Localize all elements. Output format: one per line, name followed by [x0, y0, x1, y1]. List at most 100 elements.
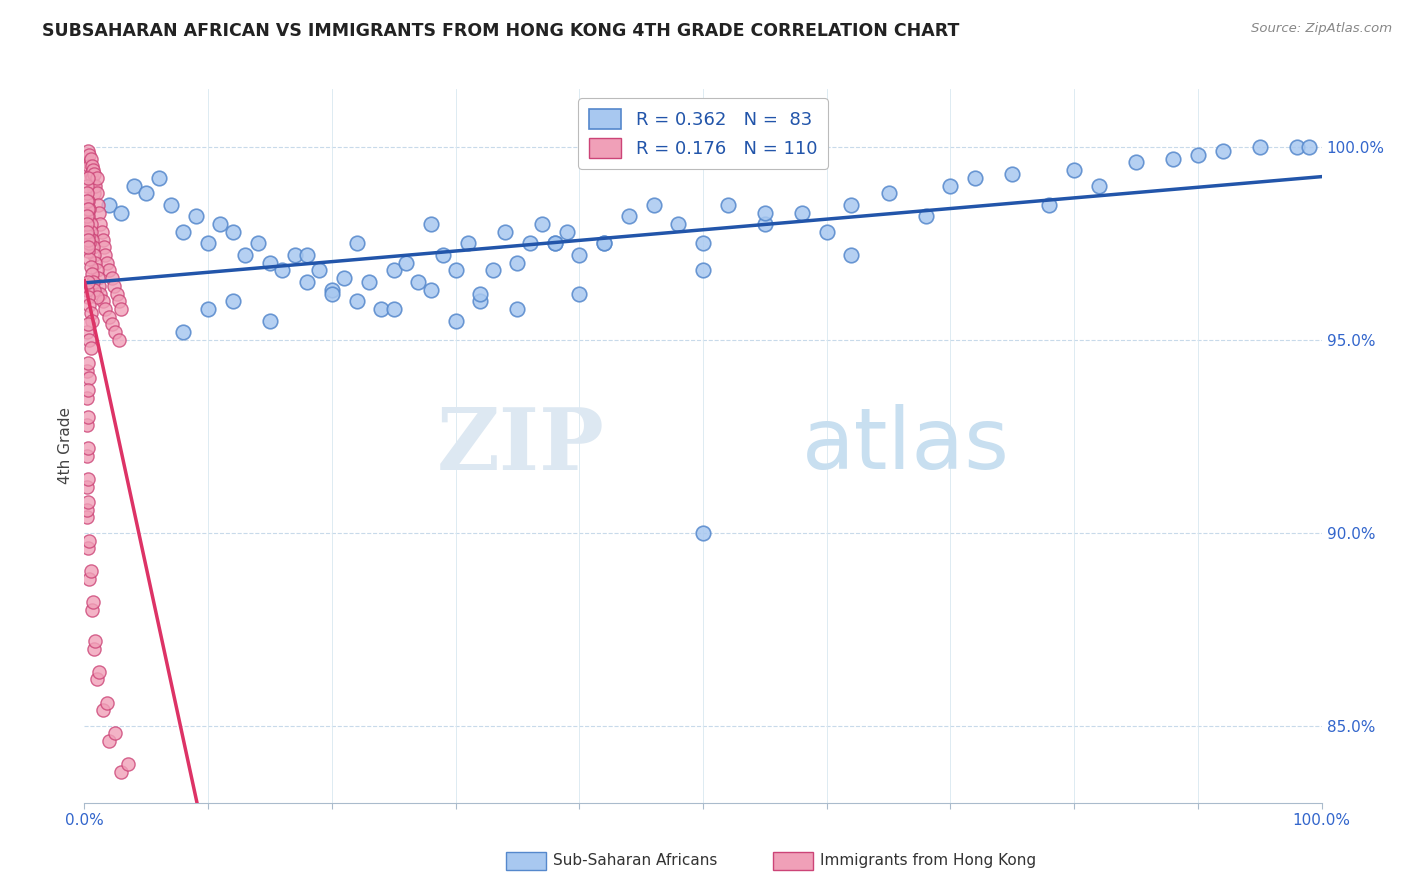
Point	[1088, 178, 1111, 193]
Point	[370, 301, 392, 316]
Point	[82, 163, 104, 178]
Point	[87, 198, 110, 212]
Point	[80, 233, 103, 247]
Point	[86, 673, 108, 687]
Point	[295, 275, 318, 289]
Point	[79, 159, 101, 173]
Point	[1187, 148, 1209, 162]
Point	[82, 240, 104, 254]
Point	[83, 167, 105, 181]
Point	[79, 341, 101, 355]
Point	[77, 202, 100, 216]
Point	[295, 248, 318, 262]
Point	[333, 271, 356, 285]
Point	[419, 217, 441, 231]
Point	[76, 152, 98, 166]
Point	[103, 279, 125, 293]
Point	[246, 236, 269, 251]
Point	[543, 236, 565, 251]
Point	[89, 217, 111, 231]
Point	[83, 186, 105, 201]
Point	[82, 178, 104, 193]
Point	[77, 318, 100, 332]
Text: Sub-Saharan Africans: Sub-Saharan Africans	[553, 854, 717, 868]
Point	[481, 263, 503, 277]
Point	[100, 318, 122, 332]
Point	[754, 205, 776, 219]
Point	[965, 170, 987, 185]
Point	[815, 225, 838, 239]
Point	[110, 301, 132, 316]
Point	[79, 236, 101, 251]
Point	[382, 301, 405, 316]
Point	[76, 417, 98, 432]
Point	[321, 286, 343, 301]
Point	[79, 152, 101, 166]
Point	[160, 198, 183, 212]
Point	[90, 225, 112, 239]
Point	[506, 256, 529, 270]
Text: Source: ZipAtlas.com: Source: ZipAtlas.com	[1251, 22, 1392, 36]
Point	[692, 525, 714, 540]
Point	[259, 313, 281, 327]
Point	[494, 225, 516, 239]
Point	[77, 240, 100, 254]
Point	[79, 298, 101, 312]
Point	[77, 410, 100, 425]
Point	[86, 170, 108, 185]
Point	[84, 256, 107, 270]
Point	[87, 271, 110, 285]
Point	[79, 333, 101, 347]
Point	[841, 248, 863, 262]
Point	[89, 205, 111, 219]
Point	[98, 263, 121, 277]
Legend: R = 0.362   N =  83, R = 0.176   N = 110: R = 0.362 N = 83, R = 0.176 N = 110	[578, 98, 828, 169]
Point	[100, 271, 122, 285]
Point	[666, 217, 689, 231]
Y-axis label: 4th Grade: 4th Grade	[58, 408, 73, 484]
Point	[89, 665, 111, 679]
Point	[432, 248, 454, 262]
Point	[77, 356, 100, 370]
Point	[84, 178, 107, 193]
Point	[98, 734, 121, 748]
Point	[91, 233, 114, 247]
Point	[76, 236, 98, 251]
Point	[77, 275, 100, 289]
Point	[1161, 152, 1184, 166]
Point	[77, 291, 100, 305]
Point	[568, 286, 591, 301]
Point	[1285, 140, 1308, 154]
Point	[209, 217, 232, 231]
Point	[284, 248, 307, 262]
Point	[77, 233, 100, 247]
Point	[543, 236, 565, 251]
Point	[395, 256, 418, 270]
Point	[89, 286, 111, 301]
Point	[172, 325, 194, 339]
Point	[110, 764, 132, 779]
Point	[470, 286, 492, 301]
Point	[76, 225, 98, 239]
Text: SUBSAHARAN AFRICAN VS IMMIGRANTS FROM HONG KONG 4TH GRADE CORRELATION CHART: SUBSAHARAN AFRICAN VS IMMIGRANTS FROM HO…	[42, 22, 959, 40]
Point	[419, 283, 441, 297]
Point	[321, 283, 343, 297]
Point	[76, 391, 98, 405]
Point	[754, 217, 776, 231]
Point	[135, 186, 157, 201]
Point	[408, 275, 430, 289]
Point	[308, 263, 330, 277]
Point	[346, 236, 368, 251]
Point	[79, 533, 101, 548]
Point	[80, 159, 103, 173]
Point	[457, 236, 479, 251]
Point	[110, 205, 132, 219]
Point	[197, 236, 219, 251]
Point	[346, 294, 368, 309]
Text: atlas: atlas	[801, 404, 1010, 488]
Point	[76, 217, 98, 231]
Point	[717, 198, 740, 212]
Point	[444, 313, 467, 327]
Point	[77, 541, 100, 556]
Point	[76, 186, 98, 201]
